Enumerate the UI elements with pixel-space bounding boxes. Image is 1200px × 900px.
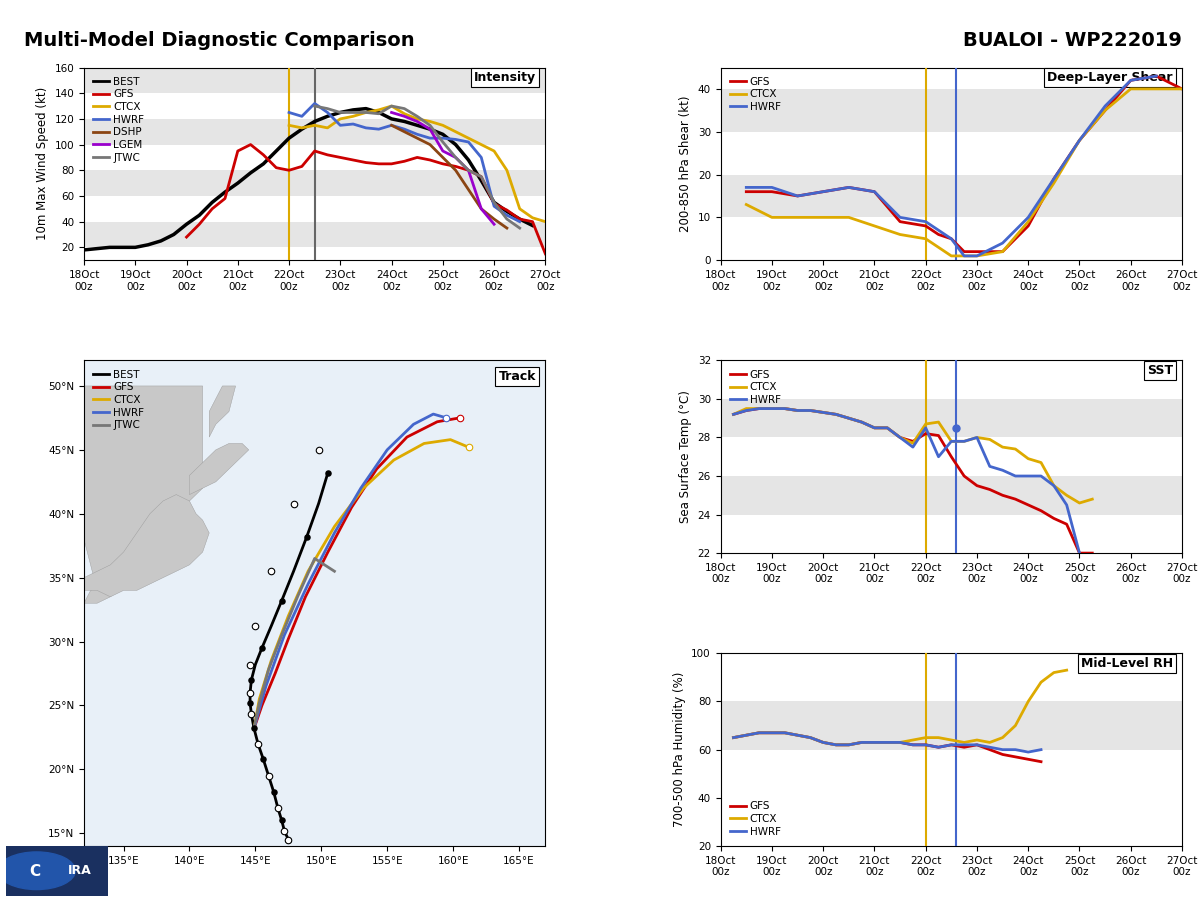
Y-axis label: 700-500 hPa Humidity (%): 700-500 hPa Humidity (%)	[673, 672, 685, 827]
Point	[240, 696, 259, 710]
Point	[259, 769, 278, 783]
Polygon shape	[44, 597, 84, 629]
Text: BUALOI - WP222019: BUALOI - WP222019	[964, 32, 1182, 50]
Bar	[84, 170, 545, 196]
Point	[284, 496, 304, 510]
Bar	[721, 322, 1182, 360]
Bar	[721, 89, 1182, 131]
Bar	[721, 701, 1182, 750]
Polygon shape	[0, 514, 58, 616]
Y-axis label: Sea Surface Temp (°C): Sea Surface Temp (°C)	[679, 391, 692, 523]
Bar	[84, 221, 545, 248]
Y-axis label: 200-850 hPa Shear (kt): 200-850 hPa Shear (kt)	[679, 95, 692, 232]
Point	[246, 619, 265, 634]
Bar	[721, 476, 1182, 515]
Polygon shape	[209, 386, 235, 437]
Point	[240, 657, 259, 671]
Y-axis label: 10m Max Wind Speed (kt): 10m Max Wind Speed (kt)	[36, 87, 49, 240]
Point	[262, 564, 281, 579]
Polygon shape	[65, 495, 209, 597]
Point	[450, 410, 469, 425]
Point	[947, 420, 966, 435]
Text: SST: SST	[1147, 364, 1172, 377]
Point	[310, 443, 329, 457]
Legend: GFS, CTCX, HWRF: GFS, CTCX, HWRF	[726, 73, 785, 116]
Text: IRA: IRA	[67, 864, 91, 878]
Text: Deep-Layer Shear: Deep-Layer Shear	[1048, 71, 1172, 85]
Bar	[84, 68, 545, 94]
Polygon shape	[84, 584, 116, 603]
Text: Track: Track	[499, 370, 536, 383]
Legend: GFS, CTCX, HWRF: GFS, CTCX, HWRF	[726, 797, 785, 841]
Point	[272, 593, 292, 608]
Point	[252, 641, 271, 655]
Point	[437, 410, 456, 425]
Point	[272, 814, 292, 828]
Point	[264, 785, 283, 799]
Point	[275, 824, 294, 838]
Point	[248, 736, 268, 751]
Point	[268, 800, 287, 814]
Point	[278, 832, 298, 847]
Point	[298, 529, 317, 544]
Polygon shape	[84, 386, 203, 590]
Point	[240, 686, 259, 700]
Point	[242, 672, 262, 687]
Circle shape	[0, 852, 76, 889]
Bar	[84, 119, 545, 145]
Text: C: C	[29, 864, 40, 879]
Point	[318, 465, 337, 480]
Text: Intensity: Intensity	[474, 71, 536, 85]
Text: Multi-Model Diagnostic Comparison: Multi-Model Diagnostic Comparison	[24, 32, 415, 50]
Text: Mid-Level RH: Mid-Level RH	[1081, 657, 1172, 670]
Point	[253, 752, 272, 766]
Bar	[721, 399, 1182, 437]
Point	[242, 707, 262, 722]
Legend: GFS, CTCX, HWRF: GFS, CTCX, HWRF	[726, 365, 785, 410]
Point	[460, 440, 479, 454]
Legend: BEST, GFS, CTCX, HWRF, DSHP, LGEM, JTWC: BEST, GFS, CTCX, HWRF, DSHP, LGEM, JTWC	[89, 73, 149, 166]
Point	[245, 721, 264, 735]
Point	[278, 832, 298, 847]
Legend: BEST, GFS, CTCX, HWRF, JTWC: BEST, GFS, CTCX, HWRF, JTWC	[89, 365, 149, 435]
Polygon shape	[190, 444, 248, 495]
Bar	[721, 175, 1182, 218]
